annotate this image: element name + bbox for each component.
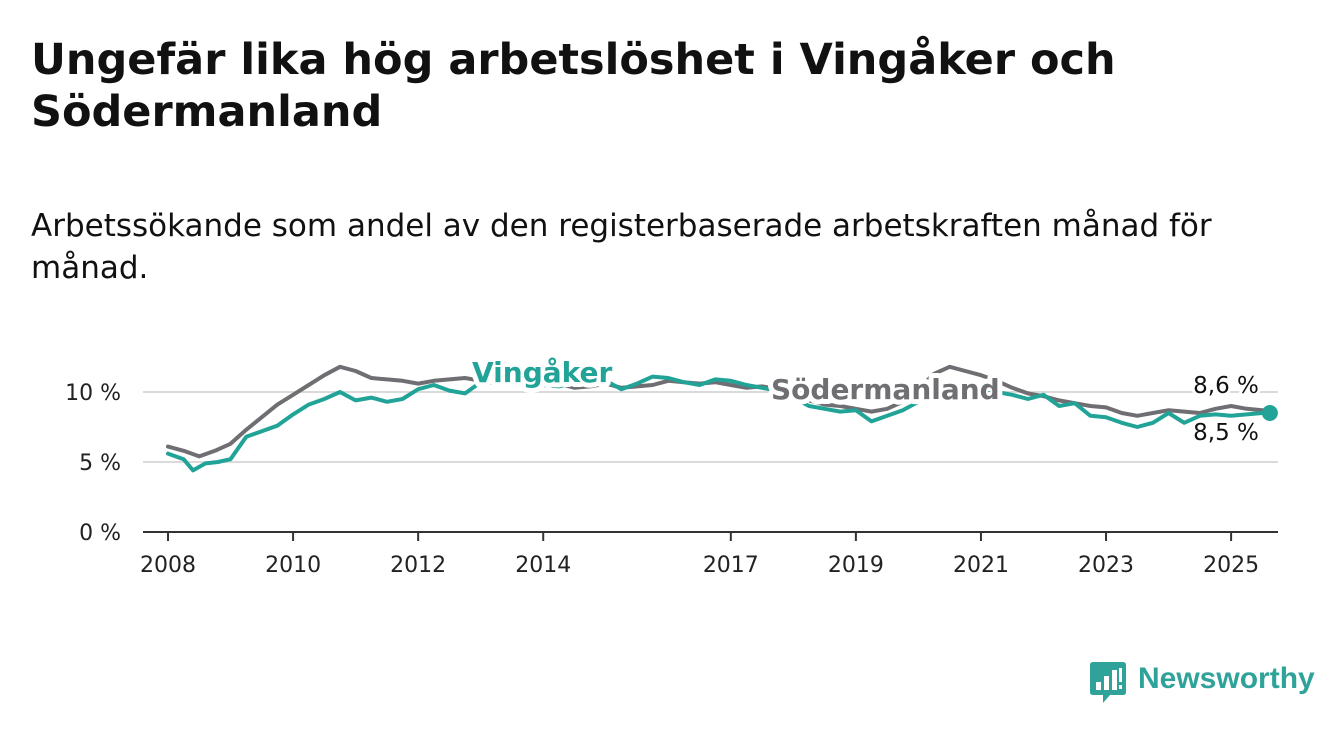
x-tick-label: 2023 [1078,553,1134,578]
brand-name: Newsworthy [1138,662,1315,695]
x-tick-label: 2012 [390,553,446,578]
x-tick-label: 2008 [140,553,196,578]
series-line-sodermanland [166,364,1272,459]
x-tick-label: 2014 [515,553,571,578]
grid-lines [143,391,1278,463]
series-label-sodermanland: Södermanland [771,373,1000,406]
chart-title: Ungefär lika hög arbetslöshet i Vingåker… [31,35,1116,137]
series-lines [166,364,1278,473]
series-label-vingaker: Vingåker [472,356,613,389]
y-tick-label: 5 % [79,451,121,476]
y-tick-label: 10 % [65,381,121,406]
chart-subtitle: Arbetssökande som andel av den registerb… [31,208,1212,286]
x-tick-label: 2025 [1203,553,1259,578]
x-tick-label: 2010 [265,553,321,578]
series-labels: Vingåker Södermanland 8,6 % 8,5 % [467,351,1262,449]
x-axis: 0 % 5 % 10 % 2008 2010 2012 2014 2017 2019 2021 20… [65,381,1278,578]
end-label-vingaker: 8,5 % [1193,420,1259,446]
x-tick-label: 2019 [828,553,884,578]
bar-chart-icon [1090,662,1126,703]
newsworthy-logo: Newsworthy [1088,660,1318,708]
y-tick-label: 0 % [79,521,121,546]
end-label-sodermanland: 8,6 % [1193,373,1259,399]
x-tick-label: 2021 [953,553,1009,578]
end-point-marker [1261,405,1278,421]
series-line-vingaker [166,374,1272,473]
x-tick-label: 2017 [703,553,759,578]
